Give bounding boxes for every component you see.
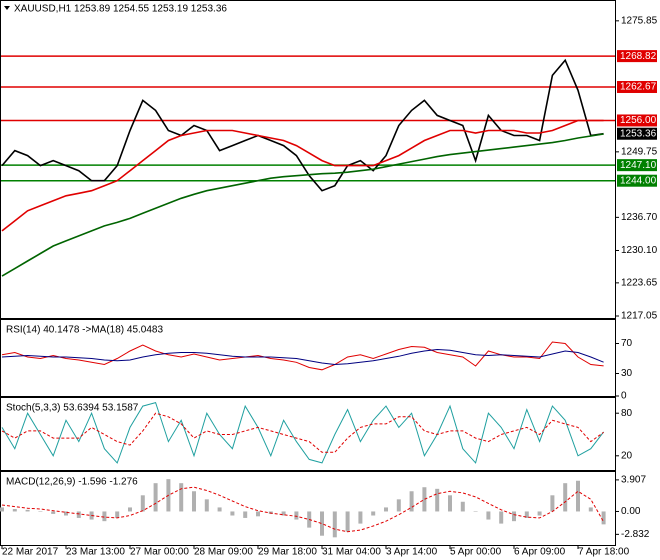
x-tick-label: 5 Apr 00:00 — [450, 547, 502, 558]
histogram-bar — [192, 491, 196, 512]
histogram-bar — [601, 511, 606, 525]
last-price-label: 1253.36 — [620, 128, 657, 139]
histogram-bar — [140, 495, 145, 512]
series-line — [1, 119, 604, 232]
histogram-bar — [256, 511, 260, 517]
series-line — [1, 348, 604, 366]
last-price-tag — [617, 127, 657, 140]
menu-triangle — [4, 6, 10, 10]
y-tick-label: 1275.85 — [621, 15, 658, 26]
x-tick-label: 28 Mar 09:00 — [194, 547, 253, 558]
series-line — [1, 412, 604, 453]
y-tick-label: 0.00 — [621, 506, 641, 517]
histogram-bar — [563, 483, 568, 512]
histogram-bar — [448, 495, 452, 512]
histogram-bar — [38, 511, 43, 512]
y-tick-label: 1217.05 — [621, 311, 658, 322]
histogram-bar — [409, 491, 414, 512]
y-tick-label: 20 — [621, 450, 633, 461]
histogram-bar — [204, 499, 209, 512]
level-label: 1262.67 — [620, 82, 657, 93]
histogram-bar — [460, 501, 465, 512]
level-label: 1256.00 — [620, 115, 657, 126]
histogram-bar — [588, 507, 593, 512]
level-tag — [617, 159, 657, 172]
histogram-bar — [537, 511, 542, 516]
histogram-bar — [576, 480, 580, 512]
panel-frame — [0, 319, 616, 397]
histogram-bar — [499, 511, 504, 524]
y-tick-label: 0 — [621, 391, 627, 402]
histogram-bar — [64, 511, 68, 516]
y-tick-label: 1230.10 — [621, 245, 658, 256]
histogram-bar — [217, 507, 222, 512]
x-tick-label: 6 Apr 09:00 — [514, 547, 566, 558]
histogram-bar — [486, 511, 491, 520]
y-tick-label: -2.832 — [621, 529, 650, 540]
histogram-bar — [294, 511, 299, 520]
y-tick-label: 1249.75 — [621, 146, 658, 157]
histogram-bar — [128, 507, 132, 512]
x-tick-label: 27 Mar 00:00 — [130, 547, 189, 558]
histogram-bar — [371, 511, 376, 516]
histogram-bar — [115, 511, 120, 518]
panel-title: MACD(12,26,9) -1.596 -1.276 — [6, 477, 138, 488]
y-tick-label: 3.907 — [621, 475, 646, 486]
level-label: 1268.82 — [620, 51, 657, 62]
histogram-bar — [524, 511, 529, 518]
x-tick-label: 7 Apr 18:00 — [578, 547, 630, 558]
histogram-bar — [281, 511, 286, 516]
histogram-bar — [396, 499, 401, 512]
histogram-bar — [550, 495, 555, 512]
histogram-bar — [384, 507, 388, 512]
x-tick-label: 23 Mar 13:00 — [66, 547, 125, 558]
histogram-bar — [345, 511, 350, 532]
panel-title: Stoch(5,3,3) 53.6394 53.1587 — [6, 403, 139, 414]
level-label: 1247.10 — [620, 160, 657, 171]
panel-title: XAUUSD,H1 1253.89 1254.55 1253.19 1253.3… — [14, 4, 227, 15]
histogram-bar — [179, 483, 184, 512]
histogram-bar — [473, 511, 478, 512]
x-tick-label: 31 Mar 04:00 — [322, 547, 381, 558]
level-label: 1244.00 — [620, 175, 657, 186]
histogram-bar — [358, 511, 363, 524]
histogram-bar — [230, 511, 235, 516]
series-line — [1, 401, 604, 464]
y-tick-label: 1236.70 — [621, 212, 658, 223]
histogram-bar — [332, 511, 337, 538]
histogram-bar — [422, 487, 427, 512]
level-tag — [617, 50, 657, 63]
histogram-bar — [512, 511, 516, 522]
histogram-bar — [0, 507, 4, 512]
histogram-bar — [12, 509, 17, 512]
y-tick-label: 80 — [621, 408, 633, 419]
y-tick-label: 30 — [621, 368, 633, 379]
histogram-bar — [102, 511, 107, 522]
histogram-bar — [76, 511, 81, 518]
series-line — [1, 486, 605, 533]
level-tag — [617, 174, 657, 187]
panel-frame — [0, 0, 616, 319]
histogram-bar — [243, 511, 248, 518]
histogram-bar — [435, 488, 440, 512]
histogram-bar — [153, 483, 158, 512]
level-tag — [617, 80, 657, 93]
x-tick-label: 22 Mar 2017 — [2, 547, 59, 558]
y-tick-label: 1223.65 — [621, 278, 658, 289]
panel-frame — [0, 397, 616, 471]
y-tick-label: 70 — [621, 338, 633, 349]
histogram-bar — [320, 511, 324, 536]
x-tick-label: 29 Mar 18:00 — [258, 547, 317, 558]
series-line — [1, 58, 604, 192]
panel-title: RSI(14) 40.1478 ->MA(18) 45.0483 — [6, 325, 163, 336]
level-tag — [617, 114, 657, 127]
x-tick-label: 3 Apr 14:00 — [386, 547, 438, 558]
series-line — [1, 133, 604, 277]
histogram-bar — [51, 511, 56, 514]
histogram-bar — [25, 509, 30, 512]
